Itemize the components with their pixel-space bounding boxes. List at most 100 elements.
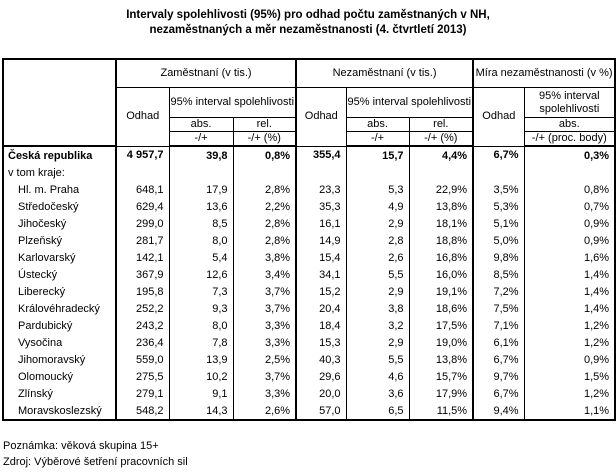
region-cell: Pardubický bbox=[2, 317, 117, 334]
value-cell: 2,6% bbox=[232, 402, 297, 420]
value-cell: 3,7% bbox=[232, 283, 297, 300]
value-cell: 6,7% bbox=[472, 385, 525, 402]
value-cell: 0,9% bbox=[523, 351, 616, 368]
value-cell: 57,0 bbox=[295, 402, 347, 420]
corner-cell bbox=[2, 58, 117, 147]
region-cell: Česká republika bbox=[2, 146, 117, 164]
value-cell: 22,9% bbox=[408, 181, 474, 198]
value-cell: 4,4% bbox=[408, 146, 474, 164]
table-row: Olomoucký 275,5 10,2 3,7% 29,6 4,6 15,7% 9,7% 1,… bbox=[2, 368, 616, 385]
value-cell: 15,7 bbox=[345, 146, 410, 164]
value-cell bbox=[115, 164, 170, 181]
region-cell: Olomoucký bbox=[2, 368, 117, 385]
header-pm-employed: -/+ bbox=[168, 131, 234, 147]
value-cell: 5,1% bbox=[472, 215, 525, 232]
region-cell: Jihomoravský bbox=[2, 351, 117, 368]
value-cell: 3,3% bbox=[232, 317, 297, 334]
value-cell: 8,0 bbox=[168, 317, 234, 334]
region-cell: Moravskoslezský bbox=[2, 402, 117, 420]
value-cell: 29,6 bbox=[295, 368, 347, 385]
page-title: Intervaly spolehlivosti (95%) pro odhad … bbox=[0, 8, 616, 38]
header-rel-employed: rel. bbox=[232, 117, 297, 132]
table-row: Liberecký 195,8 7,3 3,7% 15,2 2,9 19,1% 7,2% 1,4… bbox=[2, 283, 616, 300]
table-row: Jihomoravský 559,0 13,9 2,5% 40,3 5,5 13,8% 6,7… bbox=[2, 351, 616, 368]
value-cell: 2,8% bbox=[232, 215, 297, 232]
value-cell: 629,4 bbox=[115, 198, 170, 215]
value-cell: 5,3 bbox=[345, 181, 410, 198]
value-cell: 6,7% bbox=[472, 146, 525, 164]
region-cell: Zlínský bbox=[2, 385, 117, 402]
value-cell bbox=[295, 164, 347, 181]
value-cell: 559,0 bbox=[115, 351, 170, 368]
value-cell: 3,4% bbox=[232, 266, 297, 283]
value-cell: 279,1 bbox=[115, 385, 170, 402]
table-row: v tom kraje: bbox=[2, 164, 616, 181]
header-interval-employed: 95% interval spolehlivosti bbox=[168, 87, 297, 118]
value-cell: 7,3 bbox=[168, 283, 234, 300]
value-cell: 236,4 bbox=[115, 334, 170, 351]
value-cell: 1,4% bbox=[523, 283, 616, 300]
value-cell: 2,9 bbox=[345, 215, 410, 232]
value-cell: 8,5% bbox=[472, 266, 525, 283]
value-cell: 13,9 bbox=[168, 351, 234, 368]
region-cell: Královéhradecký bbox=[2, 300, 117, 317]
table-row: Česká republika 4 957,7 39,8 0,8% 355,4 15,7 4… bbox=[2, 146, 616, 164]
value-cell: 367,9 bbox=[115, 266, 170, 283]
value-cell: 7,8 bbox=[168, 334, 234, 351]
header-abs-rate: abs. bbox=[523, 117, 616, 132]
value-cell: 648,1 bbox=[115, 181, 170, 198]
value-cell: 1,5% bbox=[523, 368, 616, 385]
value-cell: 35,3 bbox=[295, 198, 347, 215]
table-row: Zlínský 279,1 9,1 3,3% 20,0 3,6 17,9% 6,7% 1,2% bbox=[2, 385, 616, 402]
value-cell: 3,6 bbox=[345, 385, 410, 402]
value-cell: 355,4 bbox=[295, 146, 347, 164]
value-cell: 15,3 bbox=[295, 334, 347, 351]
value-cell: 548,2 bbox=[115, 402, 170, 420]
value-cell: 2,8% bbox=[232, 181, 297, 198]
value-cell: 0,8% bbox=[232, 146, 297, 164]
value-cell: 195,8 bbox=[115, 283, 170, 300]
footnotes: Poznámka: věková skupina 15+ Zdroj: Výbě… bbox=[3, 439, 188, 470]
value-cell: 1,4% bbox=[523, 266, 616, 283]
value-cell: 34,1 bbox=[295, 266, 347, 283]
header-interval-rate: 95% interval spolehlivosti bbox=[523, 87, 616, 118]
value-cell: 3,2 bbox=[345, 317, 410, 334]
header-pmpoints-rate: -/+ (proc. body) bbox=[523, 131, 616, 147]
value-cell: 9,8% bbox=[472, 249, 525, 266]
region-cell: Vysočina bbox=[2, 334, 117, 351]
table-body: Česká republika 4 957,7 39,8 0,8% 355,4 15,7 4… bbox=[2, 146, 616, 420]
region-cell: Středočeský bbox=[2, 198, 117, 215]
value-cell: 3,8% bbox=[232, 249, 297, 266]
value-cell: 18,8% bbox=[408, 232, 474, 249]
note-source: Zdroj: Výběrové šetření pracovních sil bbox=[3, 455, 188, 468]
table-row: Ústecký 367,9 12,6 3,4% 34,1 5,5 16,0% 8,5% 1,4% bbox=[2, 266, 616, 283]
value-cell: 23,3 bbox=[295, 181, 347, 198]
value-cell: 1,2% bbox=[523, 317, 616, 334]
table-row: Karlovarský 142,1 5,4 3,8% 15,4 2,6 16,8% 9,8% 1… bbox=[2, 249, 616, 266]
table-row: Jihočeský 299,0 8,5 2,8% 16,1 2,9 18,1% 5,1% 0,9… bbox=[2, 215, 616, 232]
value-cell: 4,6 bbox=[345, 368, 410, 385]
value-cell: 16,8% bbox=[408, 249, 474, 266]
value-cell: 3,3% bbox=[232, 385, 297, 402]
header-odhad-rate: Odhad bbox=[472, 87, 525, 147]
value-cell: 16,0% bbox=[408, 266, 474, 283]
value-cell: 275,5 bbox=[115, 368, 170, 385]
value-cell: 15,2 bbox=[295, 283, 347, 300]
value-cell: 0,8% bbox=[523, 181, 616, 198]
value-cell: 5,4 bbox=[168, 249, 234, 266]
value-cell: 2,2% bbox=[232, 198, 297, 215]
table-row: Královéhradecký 252,2 9,3 3,7% 20,4 3,8 18,6% 7… bbox=[2, 300, 616, 317]
value-cell bbox=[168, 164, 234, 181]
value-cell: 13,6 bbox=[168, 198, 234, 215]
value-cell: 243,2 bbox=[115, 317, 170, 334]
value-cell: 0,9% bbox=[523, 215, 616, 232]
value-cell: 2,6 bbox=[345, 249, 410, 266]
region-cell: Hl. m. Praha bbox=[2, 181, 117, 198]
value-cell: 252,2 bbox=[115, 300, 170, 317]
page-title-line2: nezaměstnaných a měr nezaměstnanosti (4.… bbox=[149, 24, 467, 36]
value-cell: 0,7% bbox=[523, 198, 616, 215]
value-cell: 15,4 bbox=[295, 249, 347, 266]
page-title-line1: Intervaly spolehlivosti (95%) pro odhad … bbox=[126, 9, 490, 21]
value-cell: 2,8 bbox=[345, 232, 410, 249]
value-cell: 2,5% bbox=[232, 351, 297, 368]
